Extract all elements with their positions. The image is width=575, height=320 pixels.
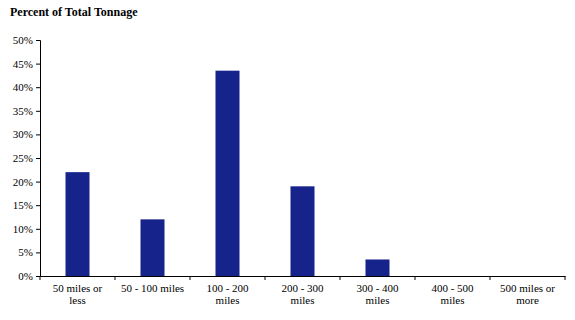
bar <box>216 71 240 276</box>
x-tick-label-line: 100 - 200 <box>206 282 249 294</box>
x-separator <box>415 276 416 280</box>
y-tick-label: 35% <box>13 105 33 117</box>
x-tick: 50 miles orless <box>53 276 103 306</box>
y-tick-mark <box>36 111 40 112</box>
y-tick: 10% <box>13 223 40 235</box>
y-tick-mark <box>36 64 40 65</box>
x-separator <box>340 276 341 280</box>
y-tick-label: 20% <box>13 176 33 188</box>
y-tick-label: 30% <box>13 128 33 140</box>
y-tick-mark <box>36 40 40 41</box>
y-tick-mark <box>36 252 40 253</box>
y-axis-title: Percent of Total Tonnage <box>10 5 138 19</box>
chart: 0% 5% 10% 15% 20% 25% 30% 35% 40% 45% 50% 50 miles … <box>0 0 575 320</box>
bars <box>66 71 390 276</box>
y-tick-label: 40% <box>13 81 33 93</box>
x-separator <box>40 276 41 280</box>
x-tick: 400 - 500miles <box>431 276 474 306</box>
x-tick: 500 miles ormore <box>500 276 555 306</box>
bar <box>291 186 315 276</box>
x-tick-label: 50 miles orless <box>53 282 103 307</box>
plot-area: 0% 5% 10% 15% 20% 25% 30% 35% 40% 45% 50% 50 miles … <box>13 34 566 306</box>
y-tick-label: 50% <box>13 34 33 46</box>
x-tick-label-line: 50 - 100 miles <box>121 282 184 294</box>
x-tick-label-line: 300 - 400 <box>356 282 399 294</box>
x-tick-label: 100 - 200miles <box>206 282 249 307</box>
x-tick-label-line: miles <box>216 294 240 306</box>
bar <box>141 219 165 276</box>
bar <box>516 276 540 277</box>
y-tick-mark <box>36 205 40 206</box>
y-tick: 15% <box>13 199 40 211</box>
x-tick-label-line: 400 - 500 <box>431 282 474 294</box>
y-tick-label: 15% <box>13 199 33 211</box>
x-tick-label-line: 500 miles or <box>500 282 555 294</box>
y-tick-label: 45% <box>13 58 33 70</box>
x-separator <box>490 276 491 280</box>
bar <box>66 172 90 276</box>
y-tick-label: 5% <box>18 246 33 258</box>
y-tick-label: 25% <box>13 152 33 164</box>
y-tick: 25% <box>13 152 40 164</box>
y-tick: 40% <box>13 81 40 93</box>
y-tick-label: 10% <box>13 223 33 235</box>
x-tick: 100 - 200miles <box>206 276 249 306</box>
bar <box>441 276 465 277</box>
y-tick-mark <box>36 87 40 88</box>
x-tick: 50 - 100 miles <box>121 276 184 294</box>
x-separator <box>190 276 191 280</box>
y-tick-mark <box>36 276 40 277</box>
x-tick-label: 300 - 400miles <box>356 282 399 307</box>
x-tick-label-line: miles <box>291 294 315 306</box>
x-tick-label-line: less <box>69 294 86 306</box>
x-separator <box>565 276 566 280</box>
x-tick-label-line: 50 miles or <box>53 282 103 294</box>
x-tick-label-line: more <box>516 294 539 306</box>
y-tick: 30% <box>13 128 40 140</box>
x-tick-label-line: miles <box>441 294 465 306</box>
y-tick: 0% <box>18 270 40 282</box>
y-axis-line <box>36 41 41 277</box>
y-tick-mark <box>36 158 40 159</box>
x-tick-label-line: 200 - 300 <box>281 282 324 294</box>
x-separator <box>265 276 266 280</box>
x-tick: 300 - 400miles <box>356 276 399 306</box>
x-tick-label: 200 - 300miles <box>281 282 324 307</box>
x-separator <box>115 276 116 280</box>
y-axis: 0% 5% 10% 15% 20% 25% 30% 35% 40% 45% 50% <box>13 34 41 282</box>
y-tick-mark <box>36 134 40 135</box>
x-tick-label: 50 - 100 miles <box>121 282 184 294</box>
x-separators <box>40 276 565 280</box>
x-tick: 200 - 300miles <box>281 276 324 306</box>
y-tick: 20% <box>13 176 40 188</box>
x-tick-label: 400 - 500miles <box>431 282 474 307</box>
x-tick-label: 500 miles ormore <box>500 282 555 307</box>
bar <box>366 259 390 276</box>
y-tick-label: 0% <box>18 270 33 282</box>
x-axis-line <box>41 276 566 277</box>
y-tick: 35% <box>13 105 40 117</box>
y-tick: 45% <box>13 58 40 70</box>
x-axis: 50 miles orless50 - 100 miles100 - 200mi… <box>41 276 566 306</box>
y-tick: 50% <box>13 34 40 46</box>
y-tick-mark <box>36 229 40 230</box>
x-tick-label-line: miles <box>366 294 390 306</box>
y-tick: 5% <box>18 246 40 258</box>
y-tick-mark <box>36 182 40 183</box>
